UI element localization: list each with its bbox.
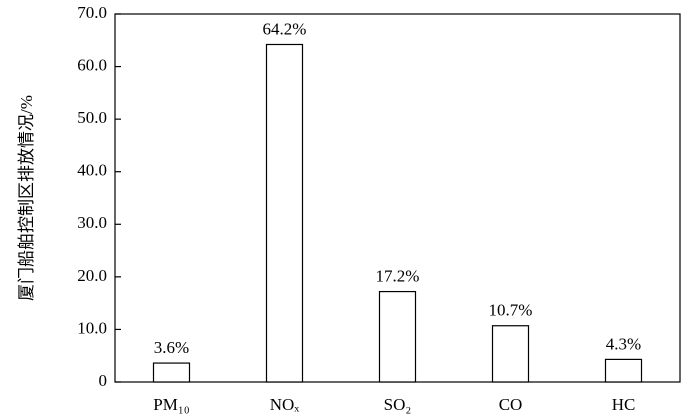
y-tick-label: 70.0: [77, 3, 107, 22]
y-tick-label: 20.0: [77, 266, 107, 285]
bar: [265, 43, 304, 383]
y-tick-label: 40.0: [77, 161, 107, 180]
bar: [491, 325, 530, 383]
bar: [604, 358, 643, 383]
y-tick-label: 0: [99, 371, 108, 390]
y-tick-label: 30.0: [77, 213, 107, 232]
y-tick-label: 60.0: [77, 55, 107, 74]
value-label: 64.2%: [263, 19, 307, 38]
y-tick-label: 50.0: [77, 108, 107, 127]
x-tick-label: HC: [612, 395, 636, 414]
bar: [152, 362, 191, 383]
x-tick-label: NOₓ: [270, 395, 300, 414]
value-label: 17.2%: [376, 266, 420, 285]
value-label: 10.7%: [489, 301, 533, 320]
value-label: 4.3%: [606, 334, 641, 353]
x-tick-label: SO₂: [384, 395, 412, 414]
value-label: 3.6%: [154, 338, 189, 357]
x-tick-label: CO: [499, 395, 523, 414]
y-tick-label: 10.0: [77, 318, 107, 337]
y-axis-title: 厦门船舶控制区排放情况/%: [17, 95, 36, 301]
bar: [378, 290, 417, 383]
x-tick-label: PM₁₀: [153, 395, 189, 414]
